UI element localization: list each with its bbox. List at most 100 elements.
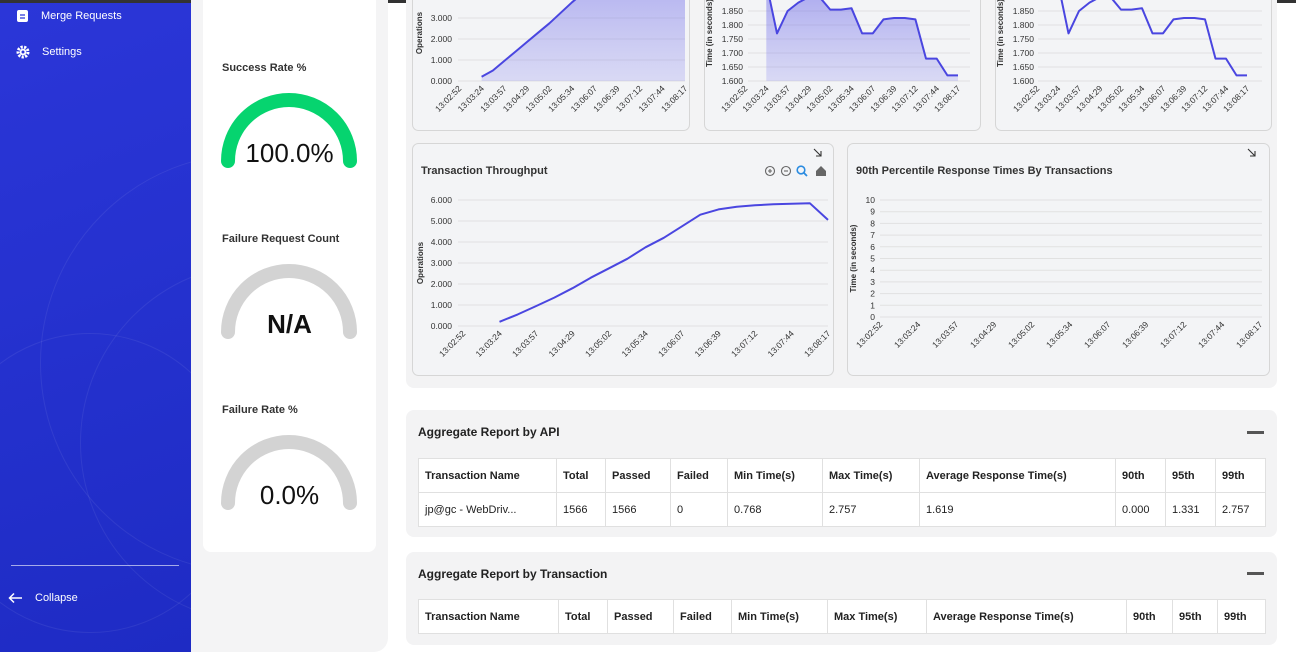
gauge-value: 0.0% [259,480,320,510]
expand[interactable] [1247,148,1256,157]
header-cell: 90th [1126,599,1173,634]
y-tick-label: 1.650 [722,62,744,72]
chart: 1.600 1.650 1.700 1.750 1.800 1.850 Time (in s… [995,0,1272,131]
y-tick-label: 8 [870,218,875,228]
zoom-in[interactable] [764,165,776,177]
divider [11,565,179,566]
gauge-arc [221,435,357,510]
table-title: Aggregate Report by Transaction [418,567,608,581]
header-cell: 95th [1172,599,1218,634]
y-tick-label: 1.850 [722,6,744,16]
y-tick-label: 6.000 [431,195,453,205]
y-tick-label: 1.700 [722,48,744,58]
y-tick-label: 1.850 [1013,6,1035,16]
nav-label: Merge Requests [41,10,122,22]
icon [17,10,28,22]
y-tick-label: 1.750 [722,34,744,44]
gauge-label: Failure Rate % [222,404,298,416]
y-axis-label: Operations [416,241,425,284]
y-tick-label: 1.000 [431,300,453,310]
header-cell: Failed [673,599,732,634]
decoration [0,333,191,633]
line [1060,0,1247,77]
zoom-out[interactable] [780,165,792,177]
header-cell: 99th [1215,458,1266,493]
y-tick-label: 5.000 [431,216,453,226]
y-tick-label: 5 [870,254,875,264]
row: jp@gc - WebDriv... 1566 1566 0 0.768 2.757 1.6… [418,492,1266,527]
collapse-icon[interactable] [1247,431,1264,434]
y-tick-label: 1.650 [1013,62,1035,72]
y-tick-label: 4 [870,265,875,275]
gauge [221,93,357,168]
header-cell: Total [556,458,606,493]
y-tick-label: 1 [870,300,875,310]
header-cell: Max Time(s) [827,599,927,634]
header-cell: Total [558,599,608,634]
y-tick-label: 1.700 [1013,48,1035,58]
cell: 2.757 [822,492,920,527]
y-axis-label: Operations [415,11,424,54]
expand[interactable] [813,148,822,157]
line [481,0,577,78]
chart: Transaction Throughput 0.000 1.000 2.000 3.0… [412,143,834,376]
chart: 0.0001.0002.0003.000Operations13:02:5213… [412,0,690,131]
line [768,0,958,77]
gauge-arc [221,264,357,339]
cell: 1.619 [919,492,1116,527]
y-tick-label: 1.600 [1013,76,1035,86]
icon [16,45,30,59]
y-tick-label: 3.000 [431,258,453,268]
header-cell: Transaction Name [418,458,557,493]
chart-card [412,143,834,376]
collapse-label: Collapse [35,592,78,604]
nav-item[interactable]: Settings [16,45,82,59]
y-tick-label: 3.000 [431,13,453,23]
header-row: Transaction Name Total Passed Failed Min Tim… [418,599,1266,634]
chart-title: 90th Percentile Response Times By Transa… [856,165,1113,177]
y-tick-label: 1.800 [722,20,744,30]
y-tick-label: 1.800 [1013,20,1035,30]
header-cell: Average Response Time(s) [926,599,1127,634]
table: Transaction Name Total Passed Failed Min Tim… [418,599,1266,634]
area [481,0,685,81]
y-tick-label: 0.000 [431,76,453,86]
y-tick-label: 3 [870,277,875,287]
y-tick-label: 2.000 [431,279,453,289]
line [499,202,829,323]
toolbar [764,148,1256,177]
gauge-value: 100.0% [245,138,334,168]
gauge-value: N/A [267,309,312,339]
gauge-label: Failure Request Count [222,233,340,245]
header-cell: 99th [1217,599,1266,634]
icon [8,592,22,604]
y-tick-label: 2.000 [431,34,453,44]
zoom[interactable] [796,165,806,175]
chart: 90th Percentile Response Times By Transa… [847,143,1270,376]
collapse-button[interactable]: Collapse [8,592,78,604]
header-cell: Passed [607,599,674,634]
y-tick-label: 0 [870,312,875,322]
y-axis-label: Time (in seconds) [849,224,858,292]
y-tick-label: 4.000 [431,237,453,247]
sidebar: Merge Requests Settings Collapse [0,3,191,652]
table-card: Aggregate Report by Transaction Transact… [406,552,1277,645]
nav-item[interactable]: Merge Requests [16,9,122,23]
y-tick-label: 2 [870,289,875,299]
cell: 0.768 [727,492,823,527]
gauge-card: Success Rate % 100.0% Failure Request Coun… [203,0,376,552]
collapse-icon[interactable] [1247,572,1264,575]
table: Transaction Name Total Passed Failed Min Tim… [418,458,1266,527]
gauge [221,435,357,510]
cell: 1566 [556,492,606,527]
y-tick-label: 6 [870,242,875,252]
header-cell: Average Response Time(s) [919,458,1116,493]
cell: 1566 [605,492,671,527]
gauge-arc [221,93,357,168]
cell: jp@gc - WebDriv... [418,492,557,527]
nav-label: Settings [42,46,82,58]
table-card: Aggregate Report by API Transaction Name… [406,410,1277,537]
reset[interactable] [816,166,826,176]
